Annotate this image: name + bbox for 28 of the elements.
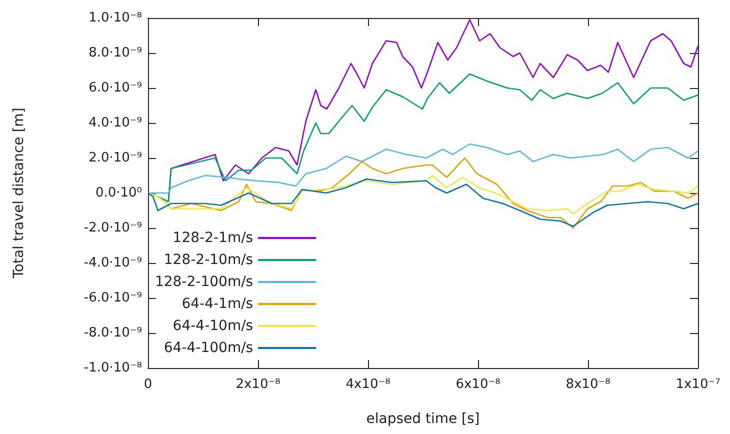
y-tick-label: 1.0·10⁻⁸ (88, 10, 142, 26)
y-tick-label: 6.0·10⁻⁹ (88, 80, 142, 96)
legend-label: 128-2-1m/s (172, 230, 254, 246)
y-tick-label: 0.0·10⁰ (95, 186, 142, 200)
y-tick-label: 4.0·10⁻⁹ (88, 116, 142, 130)
y-tick-label: -6.0·10⁻⁹ (84, 290, 142, 306)
x-tick-label: 1x10⁻⁷ (676, 377, 720, 392)
y-tick-label: -2.0·10⁻⁹ (84, 220, 142, 236)
legend-label: 64-4-1m/s (182, 296, 254, 312)
y-tick-label: 8.0·10⁻⁹ (88, 46, 142, 60)
x-tick-label: 0 (144, 377, 152, 392)
line-series (147, 174, 699, 215)
y-axis-title: Total travel distance [m] (11, 108, 27, 280)
x-tick-label: 6x10⁻⁸ (456, 377, 500, 392)
legend-label: 64-4-100m/s (164, 340, 254, 356)
legend-label: 128-2-100m/s (154, 274, 254, 290)
legend-label: 128-2-10m/s (164, 252, 254, 268)
x-tick-label: 2x10⁻⁸ (236, 377, 280, 392)
x-axis-title: elapsed time [s] (366, 411, 480, 427)
x-tick-label: 4x10⁻⁸ (346, 377, 390, 392)
line-series (147, 178, 699, 227)
legend-label: 64-4-10m/s (172, 318, 254, 334)
line-series (147, 143, 699, 194)
y-tick-label: -8.0·10⁻⁹ (84, 326, 142, 340)
y-tick-label: -1.0·10⁻⁸ (84, 360, 142, 376)
y-tick-label: -4.0·10⁻⁹ (84, 256, 142, 270)
y-tick-label: 2.0·10⁻⁹ (88, 150, 142, 166)
x-tick-label: 8x10⁻⁸ (566, 377, 610, 392)
